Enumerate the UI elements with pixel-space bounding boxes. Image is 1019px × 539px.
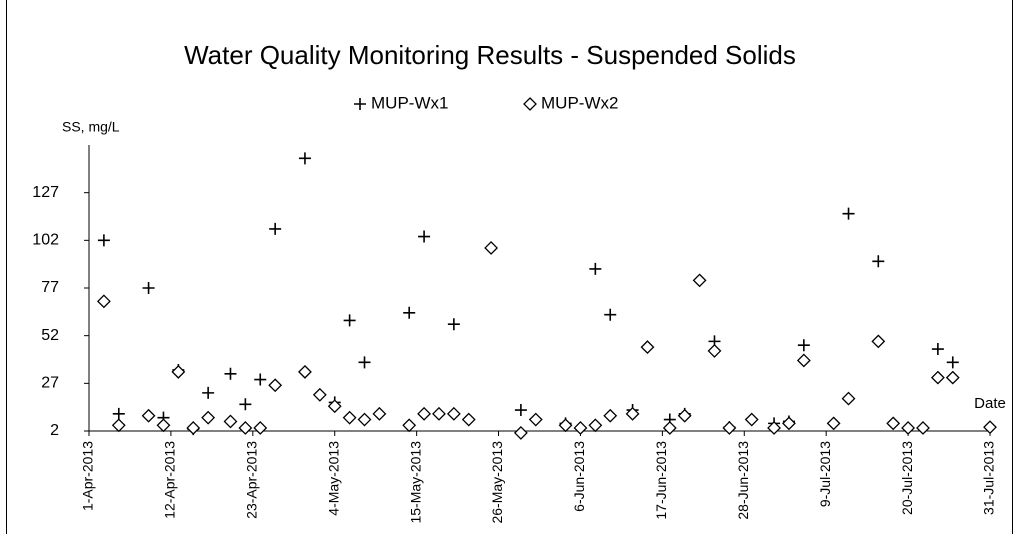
chart-title: Water Quality Monitoring Results - Suspe… (184, 40, 796, 70)
point-diamond (201, 410, 216, 425)
point-diamond (402, 418, 417, 433)
point-diamond (573, 421, 588, 435)
point-diamond (171, 364, 186, 379)
point-diamond (461, 412, 476, 427)
y-axis-label: SS, mg/L (62, 119, 120, 135)
point-diamond (432, 406, 446, 421)
point-diamond (640, 340, 655, 355)
x-tick-label: 28-Jun-2013 (735, 441, 751, 520)
x-tick-label: 20-Jul-2013 (899, 441, 915, 515)
point-plus (97, 234, 110, 247)
point-diamond (253, 421, 268, 435)
point-diamond (916, 421, 930, 435)
point-plus (142, 282, 155, 294)
point-diamond (446, 406, 461, 421)
y-tick-label: 127 (32, 184, 59, 201)
point-diamond (141, 408, 156, 423)
point-diamond (886, 416, 901, 431)
point-diamond (662, 421, 677, 435)
point-diamond (513, 425, 528, 440)
point-diamond (96, 294, 111, 309)
x-tick-label: 1-Apr-2013 (80, 441, 96, 511)
point-plus (202, 386, 215, 399)
point-plus (589, 262, 602, 275)
point-diamond (372, 406, 387, 421)
point-plus (946, 356, 959, 369)
point-diamond (417, 406, 432, 421)
point-diamond (223, 414, 238, 429)
point-plus (343, 314, 356, 327)
legend-marker (523, 97, 537, 111)
point-diamond (871, 334, 886, 349)
point-diamond (901, 421, 916, 435)
y-tick-label: 102 (32, 232, 59, 249)
point-diamond (484, 241, 499, 255)
point-diamond (156, 418, 171, 433)
point-diamond (342, 410, 357, 425)
x-tick-label: 4-May-2013 (325, 441, 341, 516)
y-tick-label: 2 (50, 422, 59, 439)
x-tick-label: 26-May-2013 (489, 441, 505, 524)
point-plus (403, 306, 416, 319)
point-diamond (707, 344, 722, 358)
point-plus (254, 373, 267, 386)
point-diamond (603, 408, 618, 423)
point-diamond (357, 412, 372, 427)
x-tick-label: 23-Apr-2013 (244, 441, 260, 519)
point-plus (418, 230, 431, 243)
point-diamond (677, 408, 692, 423)
legend-label: MUP-Wx2 (541, 93, 618, 112)
legend-label: MUP-Wx1 (371, 93, 448, 112)
point-diamond (625, 406, 640, 421)
point-diamond (945, 370, 960, 385)
x-tick-label: 17-Jun-2013 (653, 441, 669, 520)
point-diamond (744, 412, 759, 427)
y-tick-label: 77 (41, 279, 59, 296)
point-diamond (796, 353, 811, 368)
x-axis-label: Date (974, 395, 1006, 412)
point-plus (269, 222, 282, 235)
point-plus (931, 343, 944, 356)
point-diamond (588, 418, 603, 433)
point-plus (872, 255, 885, 268)
point-diamond (238, 421, 253, 435)
point-plus (514, 404, 527, 417)
point-diamond (528, 412, 543, 427)
point-plus (298, 152, 311, 165)
point-plus (797, 339, 810, 352)
point-plus (112, 407, 125, 420)
point-diamond (826, 416, 841, 431)
chart-frame (6, 0, 1013, 539)
x-tick-label: 6-Jun-2013 (571, 441, 587, 512)
point-diamond (692, 273, 707, 288)
point-diamond (767, 421, 781, 435)
point-diamond (983, 420, 997, 435)
point-diamond (722, 421, 737, 435)
point-plus (447, 318, 460, 331)
point-diamond (268, 378, 283, 393)
point-diamond (782, 416, 796, 431)
point-diamond (841, 391, 856, 406)
y-tick-label: 52 (41, 327, 59, 344)
x-tick-label: 12-Apr-2013 (162, 441, 178, 519)
y-tick-label: 27 (41, 375, 59, 392)
legend: MUP-Wx1 MUP-Wx2 (354, 93, 618, 112)
point-diamond (111, 418, 126, 433)
point-diamond (298, 364, 312, 379)
legend-marker (354, 98, 366, 110)
point-diamond (930, 370, 945, 385)
x-tick-label: 9-Jul-2013 (817, 441, 833, 507)
point-plus (604, 308, 617, 321)
point-diamond (186, 421, 201, 435)
point-diamond (312, 387, 327, 402)
point-plus (842, 207, 855, 220)
point-plus (358, 356, 371, 369)
x-tick-label: 31-Jul-2013 (981, 441, 997, 515)
point-diamond (558, 418, 573, 433)
point-plus (224, 367, 237, 380)
point-plus (239, 398, 252, 411)
point-diamond (327, 399, 342, 414)
x-tick-label: 15-May-2013 (407, 441, 423, 524)
